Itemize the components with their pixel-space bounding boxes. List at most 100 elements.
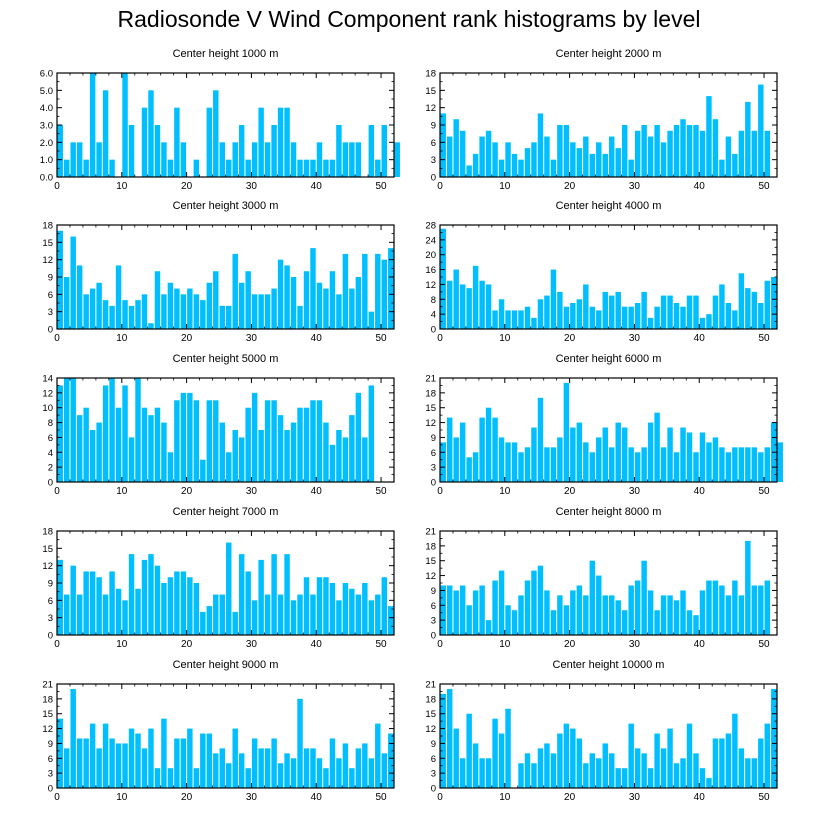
histogram-bar	[505, 442, 511, 482]
histogram-bar	[680, 590, 686, 635]
histogram-bar	[563, 605, 570, 635]
histogram-bar	[725, 733, 732, 788]
histogram-bar	[719, 159, 725, 177]
histogram-bar	[323, 159, 329, 177]
histogram-bar	[64, 378, 70, 482]
histogram-bar	[258, 430, 264, 482]
histogram-bar	[141, 559, 148, 635]
histogram-bar	[96, 142, 102, 177]
histogram-bar	[174, 400, 180, 482]
histogram-bar	[329, 583, 336, 635]
histogram-bar	[238, 282, 245, 329]
histogram-bar	[453, 590, 459, 635]
histogram-bar	[634, 580, 641, 635]
histogram-bar	[264, 400, 271, 482]
x-tick-label: 10	[116, 181, 128, 192]
histogram-bar	[219, 594, 225, 635]
histogram-bar	[647, 422, 654, 482]
histogram-bar	[303, 407, 310, 482]
y-tick-label: 0	[431, 173, 436, 184]
y-tick-label: 18	[42, 527, 53, 538]
y-tick-label: 6	[431, 448, 436, 459]
histogram-bar	[76, 415, 83, 482]
histogram-bar	[466, 605, 472, 635]
y-tick-label: 12	[42, 255, 53, 266]
histogram-bar	[686, 723, 693, 788]
histogram-bar	[64, 594, 70, 635]
histogram-bar	[459, 758, 466, 788]
histogram-panel-5: Center height 5000 m 0 10 20 30 40 50 0 2 4 6 8 10 12…	[42, 353, 395, 497]
histogram-bar	[531, 763, 537, 788]
histogram-bar	[122, 743, 128, 788]
y-tick-label: 6	[48, 596, 53, 607]
y-tick-label: 18	[425, 69, 436, 80]
histogram-bar	[141, 107, 148, 177]
histogram-bar	[161, 142, 167, 177]
histogram-bar	[570, 728, 576, 788]
histogram-bar	[732, 713, 738, 788]
histogram-bar	[596, 310, 602, 329]
histogram-bar	[563, 723, 570, 788]
histogram-bar	[699, 590, 706, 635]
histogram-bar	[712, 580, 719, 635]
y-tick-label: 15	[42, 544, 53, 555]
histogram-bar	[557, 595, 563, 635]
histogram-bar	[440, 585, 446, 635]
histogram-bar	[647, 317, 654, 329]
histogram-bar	[362, 253, 368, 329]
x-tick-label: 30	[246, 181, 258, 192]
histogram-bar	[518, 310, 524, 329]
histogram-bar	[161, 583, 167, 635]
histogram-bar	[466, 713, 472, 788]
histogram-bar	[570, 303, 576, 329]
y-tick-label: 20	[425, 250, 436, 261]
histogram-bar	[453, 728, 459, 788]
histogram-bar	[76, 265, 83, 329]
x-tick-label: 30	[629, 333, 641, 344]
histogram-bar	[368, 125, 375, 177]
histogram-bar	[316, 142, 323, 177]
histogram-bar	[459, 130, 466, 177]
histogram-bar	[511, 442, 518, 482]
y-tick-label: 15	[425, 556, 436, 567]
histogram-bar	[148, 554, 154, 635]
histogram-bar	[135, 733, 141, 788]
histogram-bar	[725, 595, 732, 635]
histogram-bar	[323, 288, 329, 329]
histogram-bar	[135, 378, 141, 482]
histogram-bar	[706, 96, 712, 177]
y-tick-label: 9	[48, 579, 53, 590]
x-tick-label: 0	[437, 639, 443, 650]
histogram-bar	[647, 136, 654, 177]
x-tick-label: 20	[181, 181, 193, 192]
histogram-bar	[745, 447, 751, 482]
x-tick-label: 0	[437, 181, 443, 192]
x-tick-label: 0	[437, 333, 443, 344]
histogram-bar	[557, 437, 563, 482]
histogram-bar	[226, 452, 232, 482]
histogram-bar	[699, 130, 706, 177]
panel-title: Center height 7000 m	[173, 506, 279, 518]
histogram-bar	[342, 583, 349, 635]
x-tick-label: 40	[694, 792, 706, 803]
histogram-bar	[122, 600, 128, 635]
histogram-bar	[226, 542, 232, 635]
histogram-bar	[732, 447, 738, 482]
histogram-bar	[89, 430, 96, 482]
histogram-bar	[732, 310, 738, 329]
histogram-bar	[284, 107, 290, 177]
histogram-bar	[290, 277, 297, 329]
histogram-bar	[628, 447, 634, 482]
y-tick-label: 6	[48, 433, 53, 444]
panel-title: Center height 1000 m	[173, 48, 279, 60]
histogram-bar	[336, 294, 342, 329]
y-tick-label: 6.0	[40, 69, 53, 80]
x-tick-label: 20	[564, 639, 576, 650]
y-tick-label: 18	[425, 388, 436, 399]
histogram-bar	[381, 577, 387, 635]
x-tick-label: 40	[311, 639, 323, 650]
y-tick-label: 6	[431, 754, 436, 765]
histogram-bar	[238, 125, 245, 177]
histogram-bar	[531, 142, 537, 177]
histogram-panel-7: Center height 7000 m 0 10 20 30 40 50 0 3 6 9 12 15 1…	[42, 506, 395, 650]
